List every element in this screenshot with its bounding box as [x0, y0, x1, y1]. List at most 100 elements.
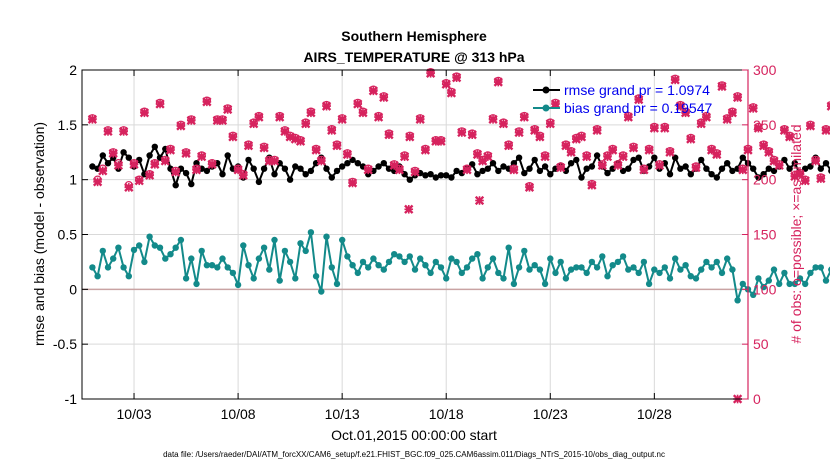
obs-assimilated-point	[686, 134, 696, 144]
obs-assimilated-point	[457, 127, 467, 138]
bias-point	[796, 275, 804, 282]
rmse-point	[484, 165, 491, 172]
y-tick-label-right: 200	[753, 172, 777, 188]
bias-point	[536, 266, 544, 273]
rmse-point	[339, 163, 346, 170]
rmse-point	[328, 174, 335, 181]
obs-assimilated-point	[306, 108, 316, 118]
obs-assimilated-point	[295, 136, 306, 146]
bias-point	[203, 262, 211, 269]
bias-point	[489, 255, 497, 262]
bias-point	[739, 280, 746, 288]
bias-point	[141, 258, 148, 266]
rmse-point	[286, 176, 294, 183]
bias-point	[822, 277, 830, 284]
rmse-point	[302, 171, 309, 178]
obs-assimilated-point	[233, 165, 243, 175]
bias-point	[703, 258, 710, 266]
bias-point	[422, 262, 429, 269]
bias-point	[115, 244, 122, 251]
obs-assimilated-point	[670, 75, 680, 85]
obs-assimilated-point	[654, 160, 665, 171]
obs-assimilated-point	[592, 125, 602, 135]
bias-point	[604, 273, 611, 280]
y-tick-label: 0.5	[58, 227, 78, 243]
rmse-point	[432, 174, 439, 181]
rmse-point	[474, 171, 481, 178]
rmse-point	[698, 156, 705, 164]
obs-assimilated-point	[535, 132, 545, 142]
bias-point	[375, 262, 382, 269]
obs-assimilated-point	[576, 132, 587, 142]
bias-point	[234, 281, 242, 289]
obs-assimilated-point	[753, 123, 764, 133]
obs-assimilated-point	[691, 162, 701, 173]
obs-assimilated-point	[327, 125, 337, 135]
bias-point	[104, 264, 112, 271]
obs-assimilated-point	[228, 132, 238, 142]
bias-point	[677, 266, 684, 273]
rmse-point	[380, 160, 387, 167]
obs-assimilated-point	[160, 156, 170, 166]
rmse-point	[562, 167, 570, 175]
rmse-point	[625, 165, 632, 172]
obs-assimilated-point	[394, 165, 405, 175]
rmse-point	[609, 165, 616, 172]
bias-point	[802, 280, 809, 288]
obs-assimilated-point	[462, 165, 472, 175]
obs-assimilated-point	[474, 195, 485, 206]
obs-assimilated-point	[826, 101, 830, 111]
bias-point	[692, 275, 700, 282]
bias-point	[354, 269, 361, 277]
obs-assimilated-point	[124, 182, 134, 192]
bias-point	[177, 236, 185, 244]
rmse-point	[453, 167, 460, 175]
obs-assimilated-point	[504, 141, 514, 151]
obs-assimilated-point	[758, 141, 769, 151]
rmse-point	[250, 165, 257, 172]
bias-point	[146, 233, 153, 240]
bias-point	[781, 269, 788, 277]
rmse-point	[427, 171, 434, 178]
bias-point	[484, 264, 491, 271]
rmse-point	[104, 160, 112, 167]
obs-assimilated-point	[644, 145, 654, 155]
rmse-point	[437, 172, 445, 179]
bias-point	[469, 255, 476, 262]
bias-point	[406, 253, 413, 260]
bias-point	[110, 255, 117, 262]
obs-cross-stroke	[826, 101, 830, 107]
obs-assimilated-point	[290, 134, 300, 144]
obs-assimilated-point	[98, 166, 108, 176]
bias-point	[333, 280, 341, 288]
bias-point	[619, 253, 627, 260]
obs-assimilated-point	[420, 145, 431, 155]
y-tick-label-right: 0	[753, 391, 761, 407]
bias-point	[817, 264, 824, 271]
bias-point	[370, 255, 377, 262]
bias-line	[91, 231, 830, 302]
bias-point	[432, 258, 439, 266]
bias-point	[266, 266, 273, 273]
rmse-point	[687, 171, 694, 178]
obs-assimilated-point	[415, 114, 425, 124]
obs-assimilated-point	[519, 112, 529, 122]
obs-assimilated-point	[269, 156, 280, 166]
bias-point	[755, 275, 762, 282]
rmse-point	[713, 174, 720, 181]
rmse-point	[526, 165, 533, 172]
rmse-point	[760, 171, 767, 178]
obs-assimilated-point	[800, 176, 810, 186]
bias-point	[573, 264, 580, 271]
rmse-point	[188, 180, 195, 188]
rmse-point	[99, 152, 107, 159]
obs-assimilated-point	[191, 165, 202, 175]
obs-assimilated-point	[717, 81, 727, 92]
bias-point	[198, 247, 205, 255]
y-tick-label: -0.5	[53, 336, 77, 352]
bias-point	[609, 262, 616, 269]
bias-point	[640, 258, 648, 266]
rmse-point	[666, 171, 674, 178]
y-axis-right: 0 50 100 150 200 250 300	[742, 62, 777, 407]
